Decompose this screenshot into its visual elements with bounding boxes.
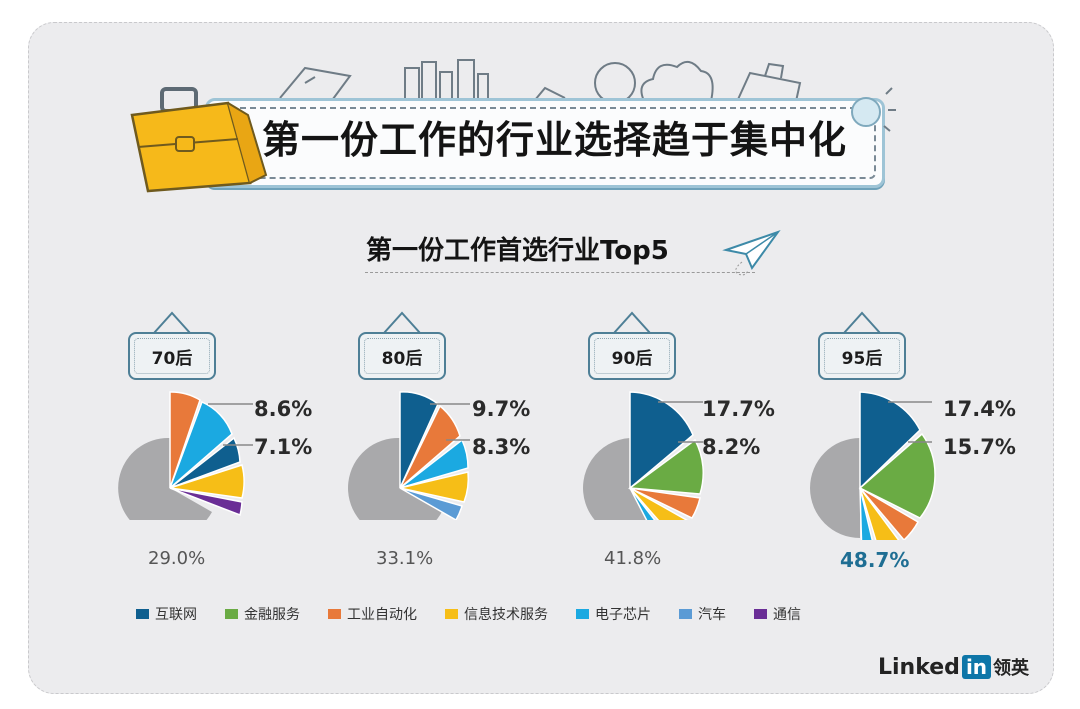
paper-plane-icon [722, 230, 781, 276]
panel-95s: 95后 17.4% 15.7% 48.7% [808, 305, 1028, 585]
swatch [445, 609, 458, 619]
panel-70s: 70后 8.6% 7.1% 29.0% [118, 305, 338, 585]
briefcase-icon [130, 87, 268, 193]
generation-tag: 95后 [818, 332, 906, 380]
pie-chart-90s [583, 391, 704, 520]
title-banner [205, 98, 885, 188]
pie-chart-70s [118, 391, 253, 520]
linkedin-logo: Linked in 领英 [878, 654, 1030, 680]
callout-second: 8.3% [472, 435, 531, 459]
top5-total: 41.8% [604, 548, 662, 569]
legend-item-internet: 互联网 [136, 604, 197, 624]
tag-hanger [153, 311, 191, 334]
callout-second: 7.1% [254, 435, 313, 459]
pie-chart-80s [348, 391, 470, 520]
callout-top: 8.6% [254, 397, 313, 421]
page-title: 第一份工作的行业选择趋于集中化 [262, 118, 848, 162]
legend: 互联网 金融服务 工业自动化 信息技术服务 电子芯片 汽车 通信 [136, 604, 829, 624]
panel-90s: 90后 17.7% 8.2% 41.8% [578, 305, 798, 585]
swatch [225, 609, 238, 619]
tag-hanger [843, 311, 881, 334]
lightbulb-icon [851, 87, 896, 132]
legend-item-it-services: 信息技术服务 [445, 604, 548, 624]
top5-total: 33.1% [376, 548, 434, 569]
callout-top: 9.7% [472, 397, 531, 421]
generation-tag: 70后 [128, 332, 216, 380]
tag-hanger [383, 311, 421, 334]
swatch [136, 609, 149, 619]
swatch [328, 609, 341, 619]
pie-chart-95s [810, 391, 936, 540]
panel-80s: 80后 9.7% 8.3% 33.1% [348, 305, 568, 585]
generation-tag: 80后 [358, 332, 446, 380]
top5-total: 29.0% [148, 548, 206, 569]
generation-tag: 90后 [588, 332, 676, 380]
legend-item-finance: 金融服务 [225, 604, 300, 624]
callout-second: 8.2% [702, 435, 761, 459]
callout-top: 17.7% [702, 397, 775, 421]
callout-top: 17.4% [943, 397, 1016, 421]
legend-item-auto: 汽车 [679, 604, 726, 624]
legend-item-telecom: 通信 [754, 604, 801, 624]
swatch [576, 609, 589, 619]
swatch [679, 609, 692, 619]
callout-second: 15.7% [943, 435, 1016, 459]
legend-item-automation: 工业自动化 [328, 604, 417, 624]
chart-subtitle: 第一份工作首选行业Top5 [366, 236, 669, 266]
subtitle-underline [365, 272, 755, 273]
tag-hanger [613, 311, 651, 334]
top5-total: 48.7% [840, 548, 910, 572]
swatch [754, 609, 767, 619]
legend-item-chips: 电子芯片 [576, 604, 651, 624]
